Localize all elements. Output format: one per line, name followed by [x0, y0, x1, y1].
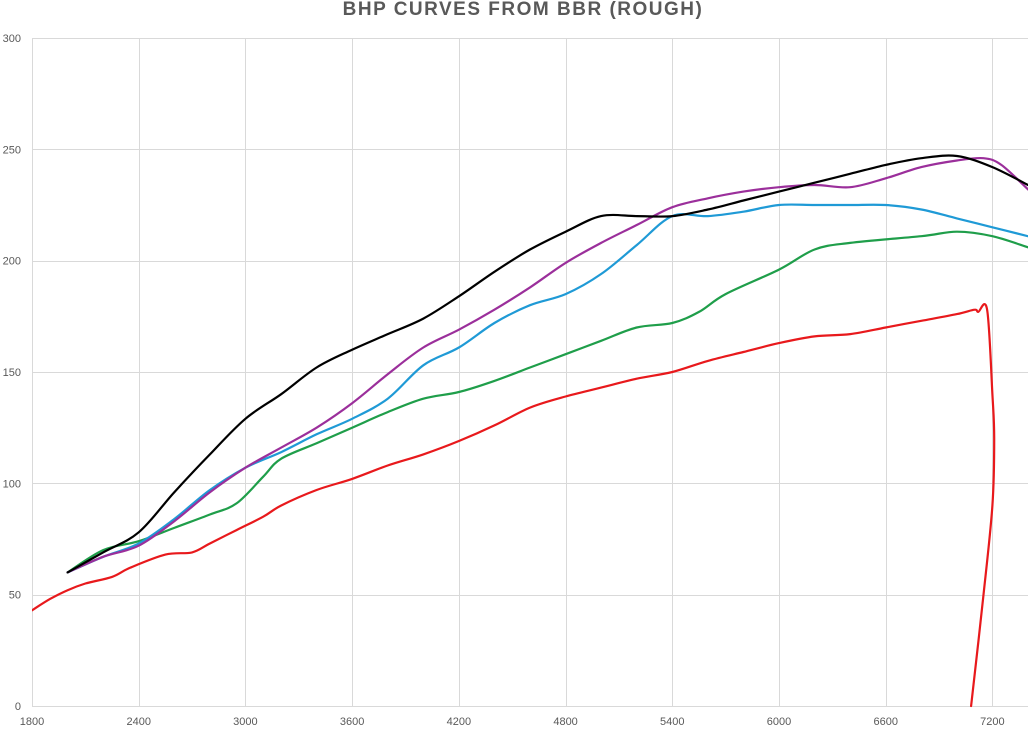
y-tick-label-150: 150 — [3, 367, 21, 379]
x-tick-label-1800: 1800 — [20, 716, 44, 728]
series-line-4 — [66, 154, 1028, 574]
series-line-5 — [32, 303, 996, 708]
series-line-2 — [66, 203, 1028, 574]
series-lines — [32, 154, 1028, 708]
x-tick-label-4800: 4800 — [553, 716, 577, 728]
x-tick-label-5400: 5400 — [660, 716, 684, 728]
y-tick-label-0: 0 — [15, 701, 21, 713]
x-tick-label-4200: 4200 — [447, 716, 471, 728]
y-tick-label-50: 50 — [9, 590, 21, 602]
chart-title: BHP CURVES FROM BBR (ROUGH) — [343, 0, 704, 20]
x-tick-label-6600: 6600 — [873, 716, 897, 728]
y-tick-label-200: 200 — [3, 256, 21, 268]
y-tick-label-250: 250 — [3, 144, 21, 156]
series-line-3 — [66, 156, 1028, 574]
series-line-1 — [66, 230, 1028, 574]
y-tick-label-300: 300 — [3, 33, 21, 45]
grid-lines — [32, 38, 1028, 707]
axis-tick-labels: 0 50 100 150 200 250 300 1800 2400 3000 3600 4200 48… — [3, 33, 1005, 728]
x-tick-label-3600: 3600 — [340, 716, 364, 728]
y-tick-label-100: 100 — [3, 478, 21, 490]
x-tick-label-6000: 6000 — [767, 716, 791, 728]
x-tick-label-7200: 7200 — [980, 716, 1004, 728]
x-tick-label-2400: 2400 — [126, 716, 150, 728]
x-tick-label-3000: 3000 — [233, 716, 257, 728]
